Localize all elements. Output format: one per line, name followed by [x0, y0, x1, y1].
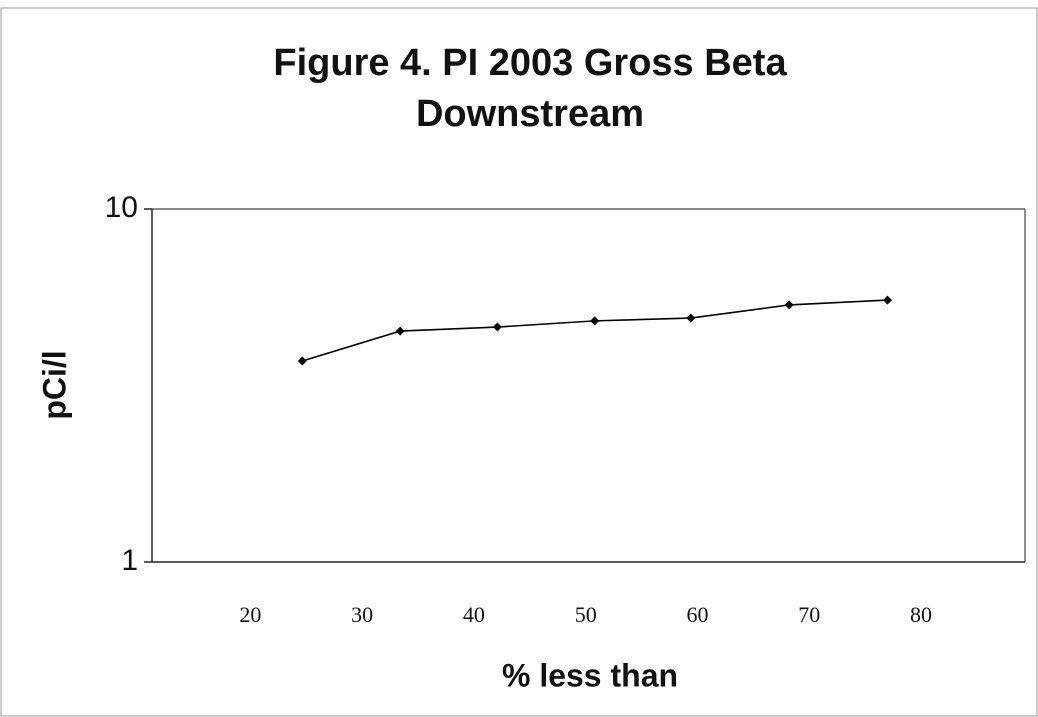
data-point [297, 356, 307, 366]
x-tick-label: 60 [686, 602, 708, 627]
y-tick-label: 10 [105, 191, 138, 224]
data-point [395, 326, 405, 336]
x-tick-label: 70 [798, 602, 820, 627]
x-tick-label: 40 [463, 602, 485, 627]
x-tick-label: 20 [239, 602, 261, 627]
data-point [883, 295, 893, 305]
data-point [590, 316, 600, 326]
data-point [784, 300, 794, 310]
chart-title: Figure 4. PI 2003 Gross Beta Downstream [273, 42, 787, 135]
x-axis-label: % less than [502, 657, 678, 693]
x-tick-label: 50 [575, 602, 597, 627]
chart-frame [0, 7, 1038, 717]
y-axis-label: pCi/l [36, 350, 72, 419]
data-line [302, 299, 888, 362]
x-tick-label: 80 [910, 602, 932, 627]
data-point [492, 322, 502, 332]
data-point [686, 313, 696, 323]
x-tick-label: 30 [351, 602, 373, 627]
y-tick-label: 1 [121, 544, 138, 577]
